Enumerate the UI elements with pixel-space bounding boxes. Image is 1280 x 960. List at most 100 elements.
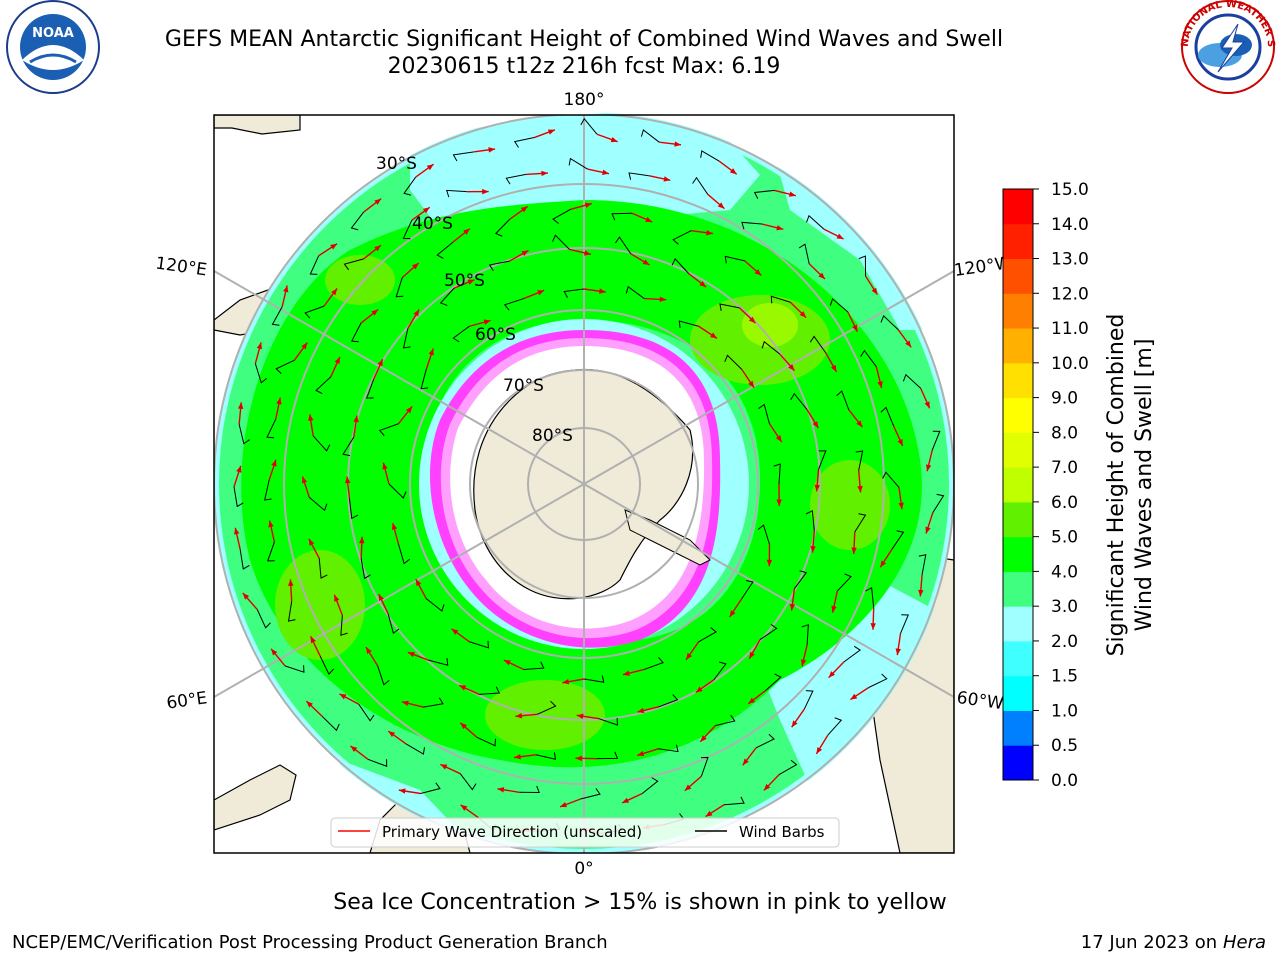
wave-arrow-head: [268, 520, 274, 528]
wave-arrow-head: [391, 523, 398, 530]
wind-barb: [537, 700, 557, 715]
wave-arrow-head: [871, 287, 878, 295]
wind-barb: [568, 157, 588, 170]
colorbar-tick-label: 7.0: [1051, 458, 1078, 478]
wave-arrow-head: [729, 168, 737, 175]
wind-barb: [672, 230, 692, 245]
wave-arrow-head: [359, 536, 365, 544]
wave-arrow-head: [520, 206, 528, 213]
wind-barb: [719, 303, 740, 311]
wind-barb: [479, 686, 501, 695]
wind-barb: [858, 255, 867, 277]
colorbar-segment: [1003, 362, 1033, 399]
wind-barb: [233, 486, 244, 508]
wave-arrow-head: [301, 342, 308, 350]
wind-barb: [423, 697, 444, 708]
wave-arrow-head: [308, 414, 314, 422]
wave-arrow-head: [877, 381, 883, 389]
wave-arrow-head: [371, 309, 379, 316]
wind-barb: [678, 320, 699, 329]
wind-barb: [902, 373, 921, 389]
wind-barb: [865, 587, 875, 608]
wind-barb: [239, 549, 250, 570]
wind-barb: [340, 615, 348, 636]
chart-title: GEFS MEAN Antarctic Significant Height o…: [164, 27, 1004, 52]
wave-arrow-head: [288, 579, 294, 586]
wave-arrow-head: [422, 207, 430, 214]
wind-barb: [580, 788, 601, 800]
wave-arrow-head: [812, 421, 819, 429]
wave-arrow-head: [463, 228, 470, 235]
wave-arrow-head: [388, 731, 396, 738]
colorbar-label-line2: Wind Waves and Swell [m]: [1132, 339, 1157, 632]
wind-barb: [264, 480, 272, 501]
wave-arrow-head: [622, 670, 630, 676]
wind-barb: [505, 173, 527, 185]
credit-branch: NCEP/EMC/Verification Post Processing Pr…: [12, 932, 608, 953]
wave-arrow-head: [776, 225, 784, 231]
wind-barb: [891, 530, 905, 550]
colorbar-tick-label: 3.0: [1051, 597, 1078, 617]
wind-barb: [318, 558, 328, 579]
wave-arrow-head: [308, 538, 315, 546]
wind-barb: [459, 773, 477, 791]
wind-barb: [254, 363, 268, 384]
wave-arrow-head: [237, 402, 244, 409]
wind-barb: [880, 406, 895, 427]
wind-barb: [377, 665, 390, 686]
colorbar-segment: [1003, 397, 1033, 433]
wind-barb: [625, 285, 645, 299]
wind-barb: [350, 211, 365, 231]
wave-arrow-head: [398, 788, 406, 794]
wave-arrow-head: [926, 464, 932, 472]
wave-arrow-head: [330, 243, 338, 250]
wave-arrow-head: [271, 459, 277, 467]
wind-barb: [350, 323, 362, 343]
wind-barb: [611, 212, 633, 221]
wave-arrow-head: [576, 713, 584, 719]
wind-barb: [818, 450, 827, 470]
wave-arrow-head: [234, 527, 240, 535]
wave-arrow-head: [766, 559, 773, 567]
wind-barb: [882, 471, 900, 488]
colorbar-tick-label: 6.0: [1051, 493, 1078, 513]
wave-arrow-head: [440, 764, 448, 770]
wave-arrow-head: [775, 435, 782, 443]
wind-barb: [287, 601, 296, 622]
wind-barb: [640, 129, 660, 143]
wind-barb: [644, 657, 664, 670]
wave-arrow-head: [776, 499, 782, 506]
wave-arrow-head: [850, 693, 858, 700]
colorbar-tick-label: 12.0: [1051, 284, 1089, 304]
wind-barb: [827, 717, 843, 736]
legend-barb-label: Wind Barbs: [739, 823, 825, 841]
parallel-label-60s: 60°S: [475, 325, 516, 345]
wind-barb: [724, 796, 745, 806]
colorbar-tick-label: 2.0: [1051, 632, 1078, 652]
wave-arrow-head: [925, 526, 931, 534]
wave-arrow-head: [541, 170, 548, 177]
wind-barb: [342, 437, 355, 457]
wave-arrow-head: [610, 136, 618, 143]
wave-arrow-head: [301, 476, 308, 484]
wind-barb: [806, 214, 825, 230]
parallel-label-30s: 30°S: [376, 154, 417, 174]
wind-barb: [805, 510, 815, 531]
wind-barb: [488, 260, 510, 272]
wave-arrow-head: [924, 401, 930, 409]
wave-arrow-head: [374, 245, 382, 252]
wind-barb: [503, 298, 524, 311]
wave-arrow-head: [810, 545, 816, 553]
colorbar: 0.0 0.5 1.0 1.5 2.0 3.0 4.0 5.0 6.0 7.0 8.0 9.0 10.0…: [1002, 180, 1089, 791]
wave-arrow-head: [828, 671, 836, 678]
wind-barb: [658, 694, 679, 708]
wind-barb: [755, 733, 775, 749]
wave-arrow-head: [482, 188, 489, 195]
wind-barb: [519, 785, 540, 793]
wind-barb: [698, 627, 717, 643]
wave-arrow-head: [460, 804, 468, 811]
wind-barb: [321, 715, 340, 732]
colorbar-tick-label: 11.0: [1051, 319, 1089, 339]
wave-arrow-head: [406, 406, 413, 414]
wave-arrow-head: [918, 589, 924, 597]
